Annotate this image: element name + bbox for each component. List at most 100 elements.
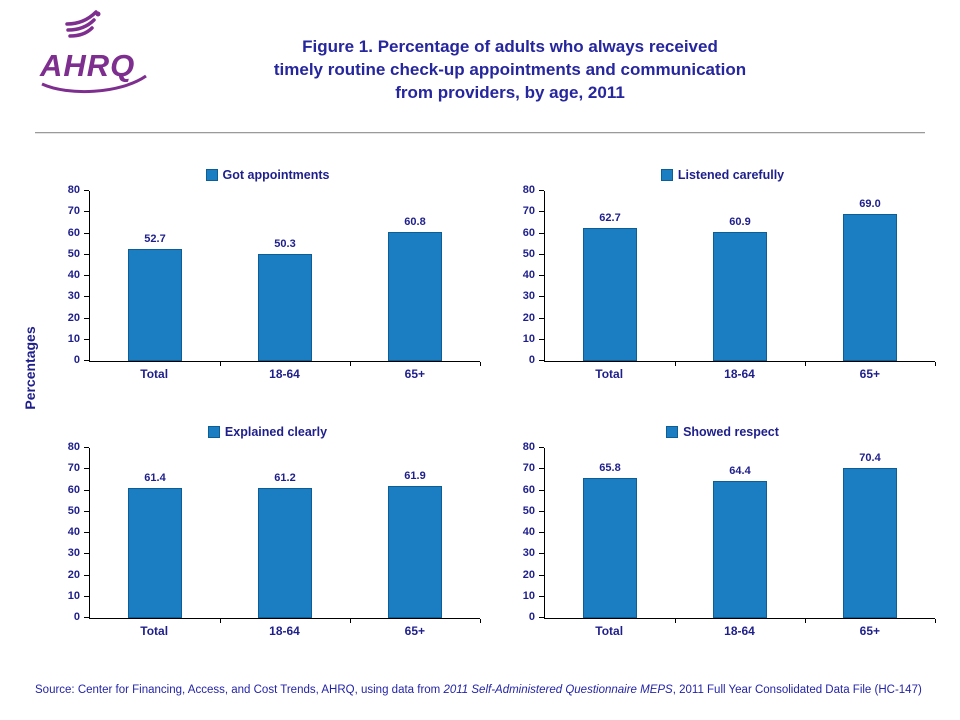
legend-swatch xyxy=(207,426,220,438)
chart-got-appointments: Got appointments 0 10 20 30 40 50 60 70 80 52.7 50.… xyxy=(55,165,481,400)
bar xyxy=(388,486,442,618)
y-axis-title: Percentages xyxy=(22,326,38,410)
y-tick-label: 20 xyxy=(522,568,535,581)
y-tick-mark xyxy=(84,510,89,512)
x-category-label: Total xyxy=(595,367,624,381)
x-category-label: 18-64 xyxy=(269,367,300,381)
y-tick-mark xyxy=(84,489,89,491)
figure-title-line2: timely routine check-up appointments and… xyxy=(273,59,747,79)
legend-swatch xyxy=(666,426,679,438)
y-tick-label: 0 xyxy=(73,611,80,623)
plot: 65.8 64.4 70.4 xyxy=(544,448,936,623)
y-tick-mark xyxy=(539,532,544,533)
y-tick-label: 80 xyxy=(67,184,80,196)
legend: Showed respect xyxy=(510,422,935,442)
y-tick-mark xyxy=(84,447,89,448)
bar-value-label: 70.4 xyxy=(859,452,881,465)
plot: 52.7 50.3 60.8 xyxy=(89,191,481,366)
source-note: Source: Center for Financing, Access, an… xyxy=(35,682,935,698)
y-tick-label: 60 xyxy=(522,226,535,239)
ahrq-wordmark: AHRQ xyxy=(39,48,135,83)
source-text-prefix: Source: Center for Financing, Access, an… xyxy=(35,684,444,696)
y-tick-label: 20 xyxy=(67,568,80,581)
bar-value-label: 52.7 xyxy=(144,233,166,246)
y-tick-mark xyxy=(539,595,544,597)
plot-area: 0 10 20 30 40 50 60 70 80 52.7 50.3 60.8 xyxy=(55,185,481,366)
y-tick-label: 0 xyxy=(528,354,535,366)
legend-swatch xyxy=(205,169,218,181)
x-category-label: 65+ xyxy=(859,624,880,638)
x-category-label: 18-64 xyxy=(724,367,755,381)
bar xyxy=(713,481,767,618)
x-category-label: 65+ xyxy=(859,367,880,381)
y-tick-mark xyxy=(84,296,89,298)
ahrq-logo-graphic: AHRQ xyxy=(39,10,147,93)
bar-slot: 61.4 xyxy=(90,448,221,623)
x-category-label: Total xyxy=(595,624,624,638)
y-tick-mark xyxy=(84,617,89,618)
bar xyxy=(258,254,312,361)
legend-label: Got appointments xyxy=(222,168,330,182)
source-text-italic: 2011 Self-Administered Questionnaire MEP… xyxy=(443,684,673,696)
y-tick-label: 80 xyxy=(522,184,535,196)
y-tick-mark xyxy=(539,360,544,361)
y-tick-label: 60 xyxy=(522,483,535,496)
bar xyxy=(128,487,182,618)
bar-slot: 69.0 xyxy=(805,191,936,366)
x-category-label: 65+ xyxy=(404,367,425,381)
legend: Listened carefully xyxy=(510,165,935,185)
hhs-eagle-icon xyxy=(65,10,101,38)
bar xyxy=(713,231,767,361)
y-tick-label: 50 xyxy=(67,504,80,517)
y-tick-mark xyxy=(539,574,544,576)
y-tick-mark xyxy=(539,553,544,555)
y-tick-mark xyxy=(84,275,89,276)
plot-area: 0 10 20 30 40 50 60 70 80 61.4 61.2 61.9 xyxy=(55,442,481,623)
x-axis-labels: Total 18-64 65+ xyxy=(544,618,935,642)
y-tick-label: 40 xyxy=(67,526,80,538)
y-tick-label: 0 xyxy=(73,354,80,366)
y-tick-label: 10 xyxy=(522,332,535,345)
y-tick-label: 70 xyxy=(522,462,535,475)
y-tick-label: 50 xyxy=(522,247,535,260)
bar-slot: 70.4 xyxy=(805,448,936,623)
y-axis: 0 10 20 30 40 50 60 70 80 xyxy=(510,185,544,366)
y-tick-label: 70 xyxy=(67,462,80,475)
y-tick-mark xyxy=(84,532,89,533)
y-tick-mark xyxy=(84,360,89,361)
x-category-label: Total xyxy=(140,367,169,381)
figure-title: Figure 1. Percentage of adults who alway… xyxy=(170,36,850,105)
ahrq-logo: AHRQ xyxy=(36,6,151,106)
y-tick-mark xyxy=(539,296,544,298)
y-tick-label: 50 xyxy=(522,504,535,517)
figure-title-line1: Figure 1. Percentage of adults who alway… xyxy=(302,37,718,56)
legend-label: Explained clearly xyxy=(224,425,328,439)
y-tick-label: 70 xyxy=(522,205,535,218)
legend: Got appointments xyxy=(55,165,480,185)
x-axis-labels: Total 18-64 65+ xyxy=(89,618,480,642)
bar-slot: 62.7 xyxy=(545,191,676,366)
chart-explained-clearly: Explained clearly 0 10 20 30 40 50 60 70 80 61.4 61… xyxy=(55,422,481,657)
y-axis: 0 10 20 30 40 50 60 70 80 xyxy=(510,442,544,623)
y-tick-label: 70 xyxy=(67,205,80,218)
bar-value-label: 65.8 xyxy=(599,462,621,475)
figure-title-line3: from providers, by age, 2011 xyxy=(395,82,625,102)
y-tick-label: 80 xyxy=(522,441,535,453)
y-tick-label: 10 xyxy=(67,589,80,602)
y-tick-mark xyxy=(539,338,544,340)
x-axis-labels: Total 18-64 65+ xyxy=(544,361,935,385)
y-tick-mark xyxy=(539,190,544,191)
bar-value-label: 60.8 xyxy=(404,215,426,228)
y-tick-label: 60 xyxy=(67,483,80,496)
y-tick-label: 50 xyxy=(67,247,80,260)
y-tick-mark xyxy=(539,489,544,491)
bar xyxy=(843,214,897,361)
y-tick-mark xyxy=(84,574,89,576)
y-tick-label: 60 xyxy=(67,226,80,239)
bar xyxy=(583,227,637,361)
bar-value-label: 61.2 xyxy=(274,471,296,484)
plot: 62.7 60.9 69.0 xyxy=(544,191,936,366)
bar-value-label: 50.3 xyxy=(274,238,296,251)
y-tick-mark xyxy=(84,338,89,340)
y-tick-label: 30 xyxy=(67,547,80,560)
